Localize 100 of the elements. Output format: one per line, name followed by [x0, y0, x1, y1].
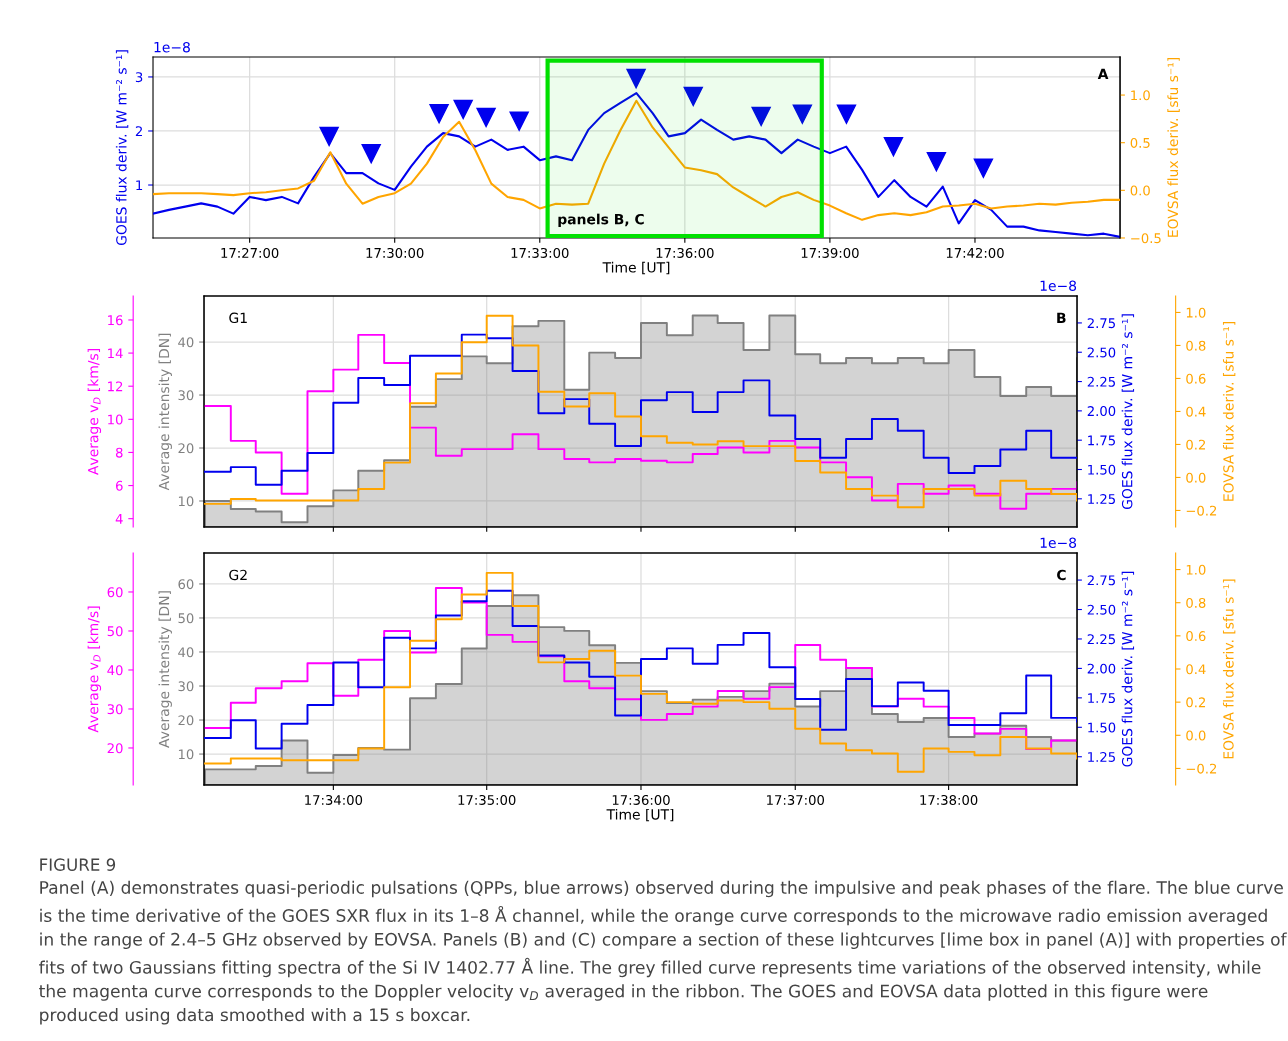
y-tick-label: 2.00 [1087, 663, 1116, 674]
y-tick-label: 40 [178, 337, 194, 348]
text: A [1097, 68, 1109, 79]
y2-tick-label: −0.2 [1186, 505, 1217, 516]
y2-tick-label: −0.2 [1186, 763, 1217, 774]
x-tick-label: 17:42:00 [946, 247, 1004, 258]
y2-tick-label: 0.0 [1186, 730, 1206, 741]
text: 1e−8 [1040, 537, 1077, 548]
y2-axis-title: EOVSA flux deriv. [sfu s⁻¹] [1167, 57, 1180, 237]
y-tick-label: 1 [136, 180, 143, 191]
y-tick-label: 1.75 [1088, 435, 1115, 446]
y2-axis-title: Average v$_{D}$ [km/s] [87, 349, 102, 475]
x-tick-label: 17:34:00 [305, 794, 363, 805]
y2-tick-label: 1.0 [1131, 90, 1150, 101]
y2-tick-label: 0.0 [1130, 185, 1150, 196]
point [883, 136, 904, 157]
y-tick-label: 20 [178, 443, 194, 454]
y-tick-label: 2 [135, 126, 142, 136]
y2-tick-label: 4 [115, 514, 123, 524]
x-tick-label: 17:35:00 [458, 794, 516, 805]
y-tick-label: 1.50 [1088, 464, 1116, 475]
point [836, 104, 857, 124]
caption: FIGURE 9 [40, 858, 116, 871]
point [926, 152, 947, 172]
x-tick-label: 17:27:00 [221, 247, 279, 258]
x-axis-title: Time [UT] [602, 261, 670, 275]
y-tick-label: 3 [135, 72, 143, 83]
y2-tick-label: 0.2 [1186, 439, 1206, 450]
y2-tick-label: 0.4 [1186, 664, 1206, 675]
y2-tick-label: 8 [115, 447, 123, 458]
band-label: panels B, C [558, 213, 644, 228]
y-tick-label: 2.50 [1087, 347, 1116, 358]
y-tick-label: 20 [178, 715, 194, 726]
x-tick-label: 17:30:00 [366, 247, 424, 258]
y2-tick-label: 30 [107, 704, 123, 715]
y2-tick-label: 0.5 [1130, 137, 1150, 148]
y2-tick-label: 60 [107, 587, 123, 598]
y-tick-label: 50 [178, 613, 194, 624]
point [476, 107, 496, 128]
point [626, 68, 646, 89]
y2-tick-label: 1.0 [1186, 307, 1206, 318]
y-axis-title: GOES flux deriv. [W m⁻² s⁻¹] [1121, 314, 1135, 510]
text: G2 [229, 569, 247, 581]
y-tick-label: 1.50 [1088, 722, 1116, 733]
y2-tick-label: 0.8 [1186, 340, 1206, 351]
y-tick-label: 10 [178, 749, 194, 760]
x-tick-label: 17:36:00 [612, 794, 670, 805]
y2-tick-label: 0.0 [1186, 472, 1206, 483]
y-tick-label: 2.75 [1087, 318, 1115, 329]
text: Panel (A) demonstrates quasi-periodic pulsations (QPPs, blue arrows) observed during the impulsive and peak phases of the flare. The blue curve is the time derivative of the GOES SXR flux in its 1–8 Å channel, while the orange curve corresponds to the microwave radio emission averaged in the range of 2.4–5 GHz observed by EOVSA. Panels (B) and (C) compare a section of these lightcurves [lime box in panel (A)] with properties of fits of two Gaussians fitting spectra of the Si IV 1402.77 Å line. The grey filled curve represents time variations of the observed intensity, while the magenta curve corresponds to the Doppler velocity v$_{D}$ averaged in the ribbon. The GOES and EOVSA data plotted in this figure were produced using data smoothed with a 15 s boxcar. [39, 880, 1287, 1025]
point [792, 104, 813, 124]
point [361, 143, 381, 164]
y2-axis-title: EOVSA flux deriv. [sfu s⁻¹] [1222, 579, 1236, 759]
y2-tick-label: −0.5 [1131, 233, 1161, 244]
y2-tick-label: 0.6 [1186, 631, 1206, 642]
x-tick-label: 17:33:00 [511, 247, 569, 258]
point [319, 126, 339, 147]
x-tick-label: 17:36:00 [656, 247, 714, 258]
y-axis-title: GOES flux deriv. [W m⁻² s⁻¹] [115, 50, 129, 246]
y-tick-label: 2.75 [1087, 575, 1115, 586]
point [751, 106, 771, 127]
y-tick-label: 1.25 [1088, 494, 1115, 505]
x-tick-label: 17:38:00 [920, 794, 978, 805]
point [509, 111, 529, 131]
y2-tick-label: 0.8 [1186, 597, 1206, 608]
y-tick-label: 40 [178, 647, 194, 658]
point [429, 103, 449, 124]
y-axis-title: Average intensity [DN] [158, 333, 172, 491]
y-tick-label: 2.25 [1087, 376, 1115, 387]
y-tick-label: 10 [178, 496, 194, 507]
y2-tick-label: 6 [115, 480, 123, 491]
point [683, 86, 703, 107]
x-tick-label: 17:37:00 [767, 794, 825, 805]
text: 1e−8 [154, 41, 190, 53]
y2-tick-label: 0.2 [1186, 697, 1206, 708]
y2-tick-label: 0.4 [1186, 406, 1206, 417]
y-tick-label: 2.50 [1087, 604, 1116, 615]
text: B [1057, 312, 1066, 323]
y-axis-title: Average intensity [DN] [158, 591, 172, 748]
x-tick-label: 17:39:00 [801, 247, 859, 258]
y-tick-label: 30 [178, 390, 194, 401]
text: G1 [229, 312, 247, 324]
y2-tick-label: 1.0 [1186, 564, 1206, 575]
point [973, 158, 994, 178]
y2-axis-title: EOVSA flux deriv. [sfu s⁻¹] [1222, 321, 1236, 501]
x-axis-title: Time [UT] [606, 808, 674, 822]
y2-tick-label: 16 [108, 315, 123, 326]
text: 1e−8 [1040, 280, 1077, 291]
y2-tick-label: 40 [107, 665, 123, 676]
y2-axis-title: Average v$_{D}$ [km/s] [87, 606, 102, 733]
y-tick-label: 30 [178, 681, 194, 692]
text: C [1057, 569, 1066, 581]
y2-tick-label: 0.6 [1186, 373, 1206, 384]
y-tick-label: 60 [178, 579, 194, 590]
y2-tick-label: 10 [108, 414, 123, 425]
y2-tick-label: 12 [108, 381, 123, 392]
y-tick-label: 2.00 [1087, 406, 1116, 417]
y-tick-label: 2.25 [1087, 634, 1115, 645]
y2-tick-label: 20 [107, 743, 123, 754]
y-axis-title: GOES flux deriv. [W m⁻² s⁻¹] [1121, 571, 1135, 767]
